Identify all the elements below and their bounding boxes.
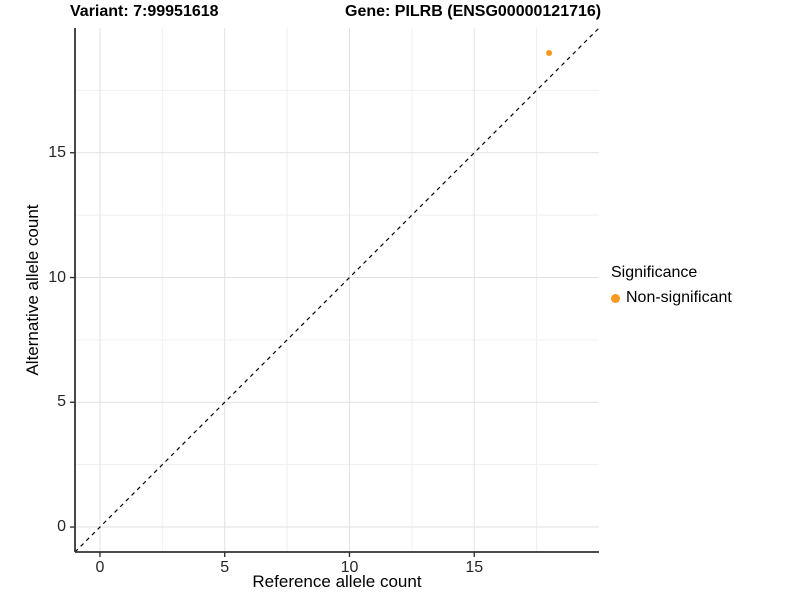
y-tick-label: 0 <box>57 518 66 536</box>
plot-title-gene: Gene: PILRB (ENSG00000121716) <box>345 3 602 20</box>
identity-line <box>74 27 600 553</box>
x-tick-label: 0 <box>95 559 105 576</box>
x-tick-label: 5 <box>220 559 230 576</box>
plot-title-variant: Variant: 7:99951618 <box>70 3 219 20</box>
x-tick-label: 10 <box>340 559 359 576</box>
data-point <box>546 49 553 56</box>
legend: Significance Non-significant <box>611 264 732 307</box>
y-tick-label: 15 <box>48 143 66 161</box>
y-axis-title: Alternative allele count <box>23 204 42 376</box>
y-tick-label: 10 <box>48 268 66 286</box>
legend-key-circle-icon <box>611 293 620 303</box>
legend-title: Significance <box>611 264 698 281</box>
x-axis-title: Reference allele count <box>252 572 422 591</box>
legend-item: Non-significant <box>611 289 732 307</box>
y-tick-label: 5 <box>57 393 66 411</box>
legend-item-label: Non-significant <box>626 289 732 306</box>
x-tick-label: 15 <box>465 559 484 576</box>
